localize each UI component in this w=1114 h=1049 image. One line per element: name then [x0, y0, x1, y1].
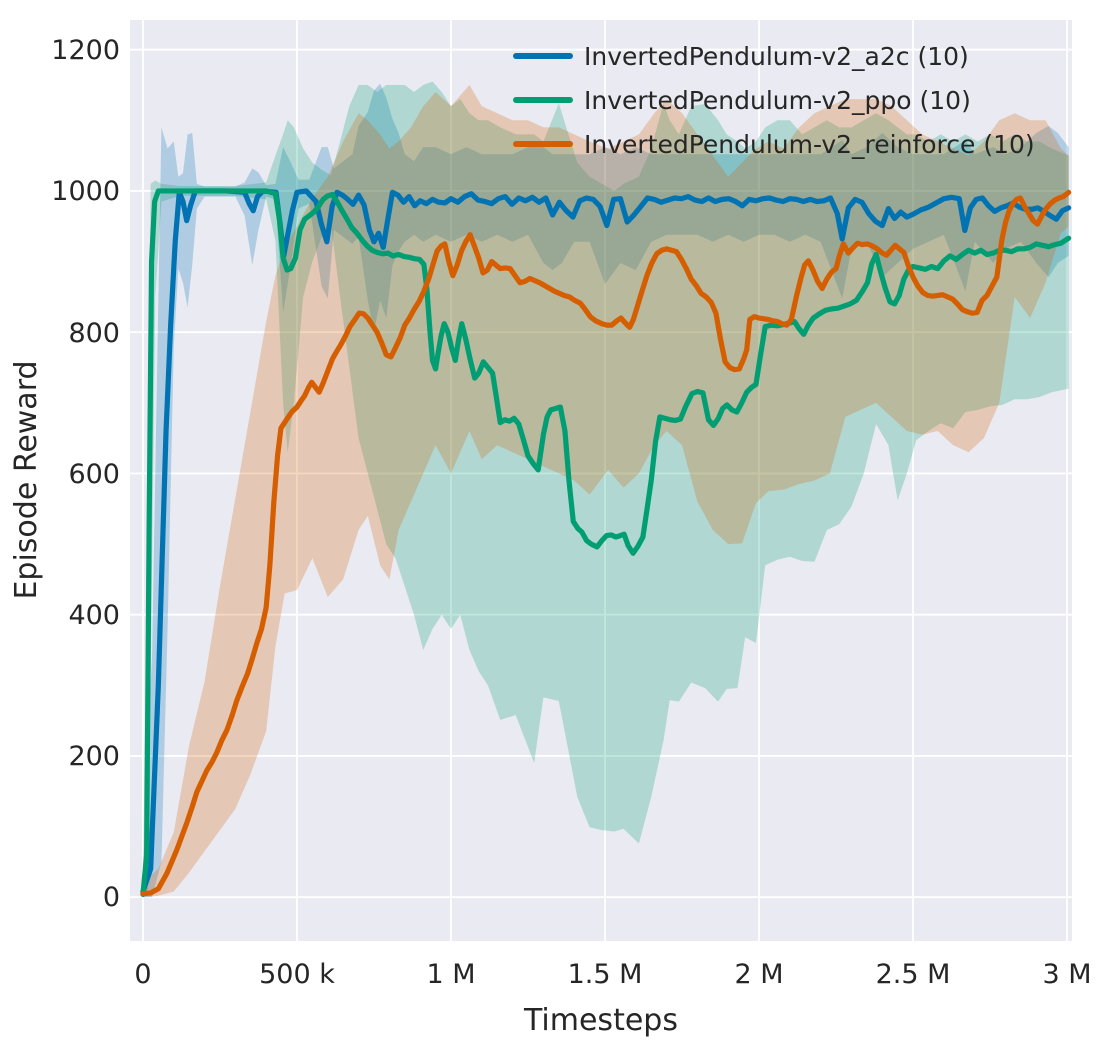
y-axis-label: Episode Reward — [9, 360, 44, 599]
legend-item: InvertedPendulum-v2_a2c (10) — [513, 42, 969, 71]
plot-background — [130, 20, 1072, 941]
series-band-0 — [142, 83, 1069, 898]
y-tick-label: 800 — [68, 318, 120, 349]
x-tick-label: 500 k — [259, 959, 335, 990]
y-tick-label: 400 — [68, 600, 120, 631]
gridlines — [130, 20, 1072, 941]
series-band-2 — [142, 84, 1069, 898]
legend-label: InvertedPendulum-v2_a2c (10) — [584, 42, 969, 71]
x-tick-label: 3 M — [1042, 959, 1091, 990]
y-tick-label: 0 — [103, 882, 120, 913]
plot-area — [130, 20, 1072, 941]
x-axis-label: Timesteps — [523, 1003, 678, 1038]
legend-label: InvertedPendulum-v2_reinforce (10) — [584, 130, 1035, 159]
series-line-2 — [140, 189, 1072, 897]
x-axis: 0 500 k 1 M 1.5 M 2 M 2.5 M 3 M — [134, 959, 1091, 990]
y-axis: 0 200 400 600 800 1000 1200 — [51, 35, 120, 913]
y-tick-label: 200 — [68, 741, 120, 772]
x-tick-label: 2 M — [734, 959, 783, 990]
x-tick-label: 0 — [134, 959, 151, 990]
legend-label: InvertedPendulum-v2_ppo (10) — [584, 86, 971, 115]
series-line-0 — [140, 188, 1072, 895]
legend-item: InvertedPendulum-v2_reinforce (10) — [513, 130, 1035, 159]
legend: InvertedPendulum-v2_a2c (10) InvertedPen… — [513, 42, 1035, 159]
x-tick-label: 1.5 M — [568, 959, 643, 990]
y-tick-label: 1000 — [51, 176, 120, 207]
series-line-1 — [140, 188, 1072, 897]
legend-item: InvertedPendulum-v2_ppo (10) — [513, 86, 971, 115]
y-tick-label: 1200 — [51, 35, 120, 66]
y-tick-label: 600 — [68, 459, 120, 490]
x-tick-label: 2.5 M — [876, 959, 951, 990]
series-band-1 — [142, 81, 1069, 898]
x-tick-label: 1 M — [426, 959, 475, 990]
